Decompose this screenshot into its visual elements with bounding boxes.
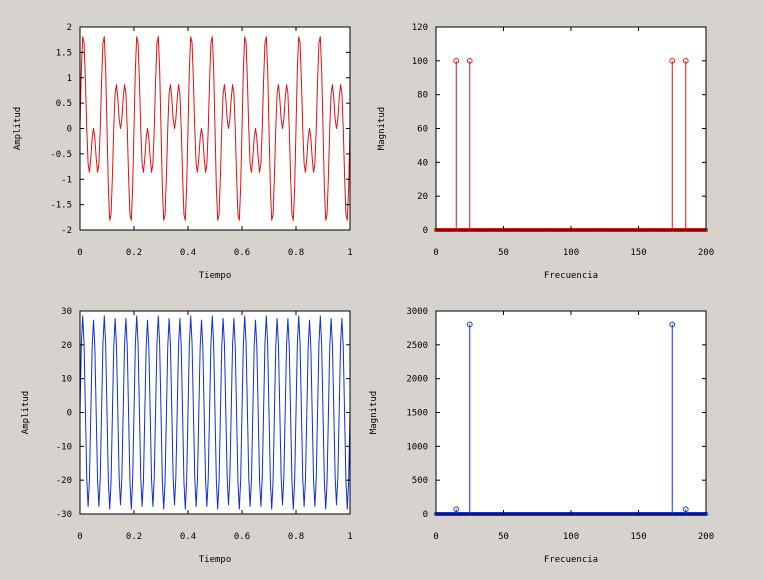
stem-marker — [466, 57, 473, 64]
x-axis-label: Frecuencia — [544, 555, 598, 565]
y-axis-label: Magnitud — [377, 107, 387, 150]
stem-marker — [669, 57, 676, 64]
x-tick-label: 50 — [498, 532, 509, 542]
subplot-2: 0 50 100 150 200120100806040200FrecuenciaMag… — [377, 23, 714, 281]
x-tick-label: 0 — [433, 532, 438, 542]
x-tick-label: 100 — [563, 532, 579, 542]
series-line — [79, 36, 351, 221]
y-tick-label: 100 — [412, 57, 428, 67]
x-tick-label: 0 — [77, 248, 82, 258]
x-tick-label: 200 — [698, 248, 714, 258]
x-tick-label: 0.6 — [234, 532, 250, 542]
y-tick-label: 60 — [417, 125, 428, 135]
stem-marker — [466, 321, 473, 328]
y-tick-label: -20 — [56, 476, 72, 486]
x-axis-label: Tiempo — [199, 555, 232, 565]
x-tick-label: 0.8 — [288, 532, 304, 542]
y-tick-label: 40 — [417, 158, 428, 168]
x-axis-label: Frecuencia — [544, 271, 598, 281]
y-axis-label: Magnitud — [369, 391, 379, 434]
stem-marker — [669, 321, 676, 328]
x-tick-label: 100 — [563, 248, 579, 258]
y-tick-label: -10 — [56, 442, 72, 452]
y-tick-label: 0.5 — [56, 99, 72, 109]
y-tick-label: 2 — [67, 23, 72, 33]
x-tick-label: 0.8 — [288, 248, 304, 258]
y-axis-label: Amplitud — [21, 391, 31, 434]
stem-marker — [682, 57, 689, 64]
y-tick-label: 0 — [67, 125, 72, 135]
x-tick-label: 0.2 — [126, 532, 142, 542]
y-tick-label: 20 — [61, 341, 72, 351]
y-tick-label: -2 — [61, 226, 72, 236]
y-tick-label: 120 — [412, 23, 428, 33]
x-tick-label: 0.6 — [234, 248, 250, 258]
y-tick-label: 1.5 — [56, 48, 72, 58]
y-tick-label: 30 — [61, 307, 72, 317]
y-tick-label: 3000 — [406, 307, 428, 317]
y-tick-label: 0 — [423, 510, 428, 520]
stem-marker — [682, 506, 689, 513]
x-tick-label: 0.4 — [180, 532, 196, 542]
y-tick-label: 1500 — [406, 409, 428, 419]
x-tick-label: 1 — [347, 248, 352, 258]
x-tick-label: 0 — [433, 248, 438, 258]
y-tick-label: 0 — [67, 409, 72, 419]
y-tick-label: 80 — [417, 91, 428, 101]
x-tick-label: 1 — [347, 532, 352, 542]
x-tick-label: 0.2 — [126, 248, 142, 258]
subplot-3: 0 0.2 0.4 0.6 0.8 1 30 20 10 0 -10 -20 -30 Tiempo Ampl… — [21, 307, 353, 565]
x-tick-label: 150 — [630, 532, 646, 542]
y-tick-label: -0.5 — [50, 150, 72, 160]
y-tick-label: 2500 — [406, 341, 428, 351]
y-tick-label: -30 — [56, 510, 72, 520]
y-tick-label: 0 — [423, 226, 428, 236]
y-axis-label: Amplitud — [13, 107, 23, 150]
subplot-4: 0 50 100 150 200 3000 2500 2000 1500 1000 500 0 Frec… — [369, 307, 714, 565]
plot-area — [436, 27, 706, 230]
y-tick-label: 20 — [417, 192, 428, 202]
subplot-1: 0 0.2 0.4 0.6 0.8 1 2 1.5 1 0.5 0 -0.5 -1 -1.5 -2 Tiemp… — [13, 23, 353, 281]
x-axis-label: Tiempo — [199, 271, 232, 281]
y-tick-label: 1 — [67, 74, 72, 84]
y-tick-label: 1000 — [406, 442, 428, 452]
series-line — [79, 315, 351, 510]
stem-marker — [453, 506, 460, 513]
x-tick-label: 150 — [630, 248, 646, 258]
x-tick-label: 200 — [698, 532, 714, 542]
plot-area — [436, 311, 706, 514]
y-tick-label: 500 — [412, 476, 428, 486]
x-tick-label: 0 — [77, 532, 82, 542]
y-tick-label: -1 — [61, 175, 72, 185]
x-tick-label: 0.4 — [180, 248, 196, 258]
y-tick-label: 10 — [61, 375, 72, 385]
stem-marker — [453, 57, 460, 64]
y-tick-label: -1.5 — [50, 201, 72, 211]
y-tick-label: 2000 — [406, 375, 428, 385]
x-tick-label: 50 — [498, 248, 509, 258]
